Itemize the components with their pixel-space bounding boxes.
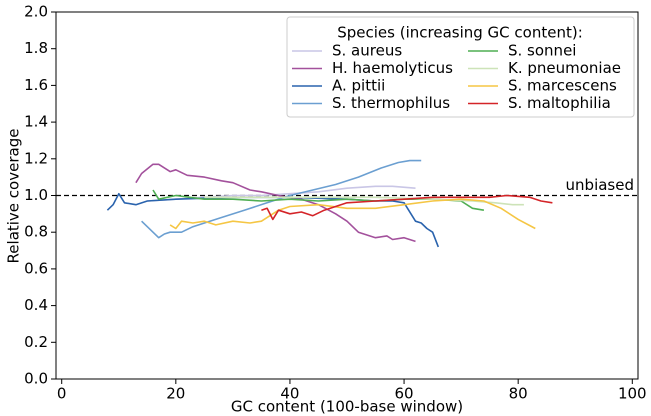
legend-label: K. pneumoniae bbox=[508, 59, 621, 77]
x-axis-label: GC content (100-base window) bbox=[231, 398, 463, 416]
x-tick-label: 40 bbox=[280, 385, 299, 403]
x-tick-label: 0 bbox=[57, 385, 67, 403]
y-tick-label: 0.0 bbox=[24, 370, 48, 388]
legend-label: A. pittii bbox=[332, 77, 385, 95]
y-tick-label: 1.2 bbox=[24, 149, 48, 167]
x-tick-label: 60 bbox=[395, 385, 414, 403]
legend-title: Species (increasing GC content): bbox=[337, 24, 583, 42]
y-tick-label: 1.8 bbox=[24, 39, 48, 57]
y-tick-label: 2.0 bbox=[24, 3, 48, 21]
legend-label: S. marcescens bbox=[508, 77, 617, 95]
x-tick-label: 80 bbox=[509, 385, 528, 403]
legend-label: H. haemolyticus bbox=[332, 59, 453, 77]
legend-label: S. thermophilus bbox=[332, 94, 450, 112]
reference-label: unbiased bbox=[566, 176, 634, 194]
legend-label: S. aureus bbox=[332, 42, 402, 60]
legend: Species (increasing GC content):S. aureu… bbox=[286, 16, 635, 118]
x-tick-label: 20 bbox=[166, 385, 185, 403]
legend-box bbox=[286, 16, 635, 118]
y-tick-label: 0.8 bbox=[24, 223, 48, 241]
series-line bbox=[261, 194, 553, 221]
y-tick-label: 1.6 bbox=[24, 76, 48, 94]
x-tick-label: 100 bbox=[618, 385, 647, 403]
legend-label: S. maltophilia bbox=[508, 94, 611, 112]
series-line bbox=[141, 159, 422, 239]
legend-label: S. sonnei bbox=[508, 42, 576, 60]
y-tick-label: 0.4 bbox=[24, 296, 48, 314]
y-axis-label: Relative coverage bbox=[5, 129, 23, 264]
y-tick-label: 0.2 bbox=[24, 333, 48, 351]
plot-frame bbox=[55, 11, 639, 380]
series-line bbox=[106, 192, 440, 248]
series-line bbox=[204, 196, 524, 206]
y-tick-label: 1.4 bbox=[24, 113, 48, 131]
series-line bbox=[135, 163, 416, 243]
series-line bbox=[169, 198, 536, 230]
y-tick-label: 0.6 bbox=[24, 259, 48, 277]
y-tick-label: 1.0 bbox=[24, 186, 48, 204]
